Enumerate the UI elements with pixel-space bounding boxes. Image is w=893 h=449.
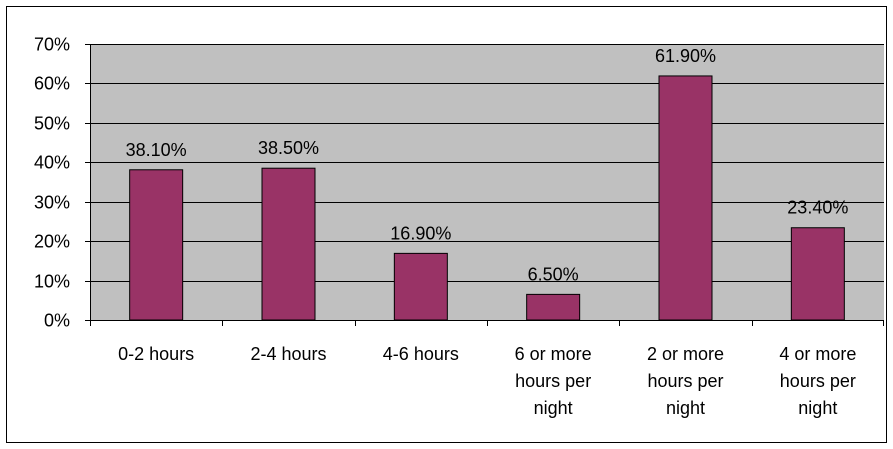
x-tick-label-line: 4-6 hours <box>383 344 459 364</box>
bar <box>129 169 184 321</box>
bar <box>261 167 316 321</box>
y-tick-label: 10% <box>34 272 70 292</box>
x-tick-label-line: night <box>534 398 573 418</box>
y-tick-label: 50% <box>34 114 70 134</box>
bar <box>393 252 448 321</box>
y-tick-label: 20% <box>34 232 70 252</box>
bar <box>790 227 845 321</box>
bar <box>658 75 713 321</box>
data-label: 38.50% <box>258 138 319 158</box>
y-tick-label: 60% <box>34 74 70 94</box>
y-tick-label: 30% <box>34 193 70 213</box>
x-tick-label-line: 2 or more <box>647 344 724 364</box>
x-tick-label-line: night <box>666 398 705 418</box>
bar <box>526 293 581 321</box>
plot-area-background <box>90 44 884 320</box>
x-tick-label-line: 6 or more <box>515 344 592 364</box>
gridlines <box>90 44 884 282</box>
x-tick-label: 4-6 hours <box>383 344 459 364</box>
labels: 0% 10% 20% 30% 40% 50% 60% 70% 38.10% 0-2 hours 38… <box>34 35 856 419</box>
x-tick-label-line: 4 or more <box>779 344 856 364</box>
y-tick-label: 40% <box>34 153 70 173</box>
data-label: 38.10% <box>126 140 187 160</box>
axes <box>85 44 884 326</box>
data-label: 16.90% <box>390 223 451 243</box>
x-tick-label-line: night <box>798 398 837 418</box>
x-tick-label: 0-2 hours <box>118 344 194 364</box>
x-tick-label: 2-4 hours <box>250 344 326 364</box>
data-label: 23.40% <box>787 198 848 218</box>
x-tick-label: 4 or more hours per night <box>779 344 856 418</box>
data-label: 6.50% <box>528 264 579 284</box>
y-tick-label: 0% <box>44 311 70 331</box>
x-tick-label-line: 2-4 hours <box>250 344 326 364</box>
x-tick-label: 6 or more hours per night <box>515 344 592 418</box>
data-label: 61.90% <box>655 46 716 66</box>
x-tick-label-line: 0-2 hours <box>118 344 194 364</box>
x-tick-label-line: hours per <box>780 371 856 391</box>
x-tick-label-line: hours per <box>515 371 591 391</box>
y-tick-label: 70% <box>34 35 70 55</box>
bars <box>129 75 845 321</box>
x-tick-label-line: hours per <box>647 371 723 391</box>
x-tick-label: 2 or more hours per night <box>647 344 724 418</box>
